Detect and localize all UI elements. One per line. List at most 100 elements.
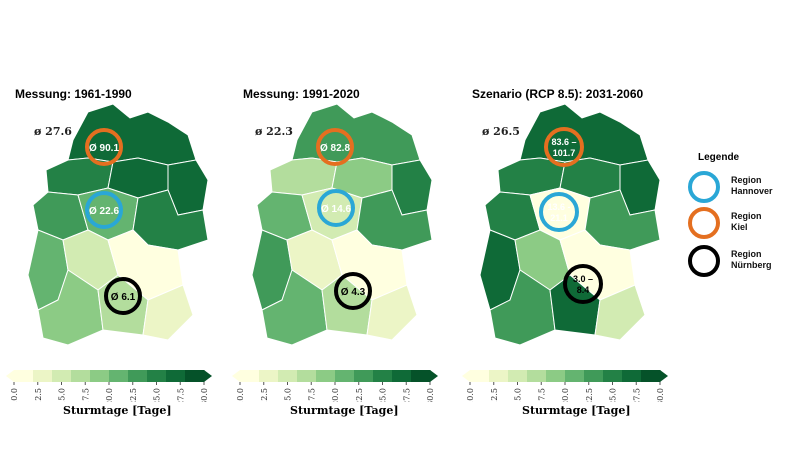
colorbar-title-1961-1990: Sturmtage [Tage]: [63, 404, 172, 417]
colorbar-tick-label: 10.0: [10, 388, 19, 402]
legend-nuernberg-label: Region Nürnberg: [731, 249, 789, 271]
region-kiel-value: Ø 90.1: [89, 143, 119, 154]
region-hannover-circle: [539, 192, 579, 232]
region-hannover-value-line2: 21.1: [550, 213, 568, 223]
region-far-southeast: [366, 284, 418, 341]
colorbar-segment: [335, 370, 355, 382]
region-hannover-value: Ø 22.6: [89, 206, 119, 217]
legend-kiel-label-line2: Kiel: [731, 222, 748, 232]
colorbar-segment: [33, 370, 53, 382]
region-kiel-value: Ø 82.8: [320, 143, 350, 154]
colorbar-tick-label: 15.0: [514, 388, 523, 402]
colorbar-segment: [52, 370, 72, 382]
region-hannover-value: Ø 14.6: [321, 204, 351, 215]
average-1961-1990: ø 27.6: [34, 125, 72, 138]
colorbar-tick-label: 15.0: [58, 388, 67, 402]
colorbar-segment: [546, 370, 566, 382]
region-nuernberg-circle: [334, 272, 372, 310]
colorbar-segment: [109, 370, 129, 382]
colorbar-tick-label: 17.5: [537, 388, 546, 402]
colorbar-segment: [128, 370, 148, 382]
colorbar-tick-label: 12.5: [490, 388, 499, 402]
colorbar-tick-label: 22.5: [355, 388, 364, 402]
colorbar-tick-label: 15.0: [284, 388, 293, 402]
region-kiel-circle: [316, 128, 354, 166]
colorbar-tick-label: 30.0: [426, 388, 435, 402]
colorbar-tick-label: 17.5: [81, 388, 90, 402]
colorbar-tick-label: 20.0: [561, 388, 570, 402]
region-nuernberg-value: Ø 6.1: [111, 292, 136, 303]
region-nuernberg-value-line2: 8.4: [577, 285, 590, 295]
region-kiel-value-line1: 83.6 –: [551, 137, 576, 147]
colorbar-segment: [259, 370, 279, 382]
colorbar-tick-label: 20.0: [105, 388, 114, 402]
colorbar-segment: [565, 370, 585, 382]
colorbar-tick-label: 12.5: [260, 388, 269, 402]
colorbar-segment: [584, 370, 604, 382]
colorbar-segment: [641, 370, 661, 382]
colorbar-segment: [14, 370, 34, 382]
panel-title-1961-1990: Messung: 1961-1990: [15, 87, 132, 101]
legend-title: Legende: [698, 152, 740, 163]
colorbar-segment: [297, 370, 317, 382]
legend-hannover-label-line1: Region: [731, 175, 762, 185]
colorbar-segment: [185, 370, 205, 382]
colorbar-segment: [316, 370, 336, 382]
region-kiel-circle: [544, 127, 584, 167]
germany-map-1991-2020: Ø 82.8 Ø 14.6 Ø 4.3: [251, 103, 433, 346]
colorbar-segment: [166, 370, 186, 382]
colorbar-segment: [147, 370, 167, 382]
colorbar-arrow-low: [6, 370, 14, 382]
colorbar-tick-label: 27.5: [176, 388, 185, 402]
colorbar-segment: [603, 370, 623, 382]
region-hannover-value-line1: 13.6 -: [547, 202, 570, 212]
legend-hannover-label-line2: Hannover: [731, 186, 773, 196]
panel-title-2031-2060: Szenario (RCP 8.5): 2031-2060: [472, 87, 644, 101]
colorbar-segment: [527, 370, 547, 382]
region-north-coast: [291, 103, 421, 166]
colorbar-segment: [508, 370, 528, 382]
region-north-coast: [519, 103, 649, 166]
colorbar-segment: [373, 370, 393, 382]
colorbar-title-1991-2020: Sturmtage [Tage]: [290, 404, 399, 417]
colorbar-tick-label: 20.0: [331, 388, 340, 402]
colorbar-tick-label: 25.0: [153, 388, 162, 402]
legend-nuernberg-circle: [688, 245, 720, 277]
colorbar-arrow-low: [462, 370, 470, 382]
colorbar-tick-label: 10.0: [466, 388, 475, 402]
colorbar-arrow-high: [204, 370, 212, 382]
colorbar-segment: [71, 370, 91, 382]
colorbar-title-2031-2060: Sturmtage [Tage]: [522, 404, 631, 417]
colorbar-1961-1990: 10.0 12.5 15.0 17.5 20.0 22.5 25.0 27.5 30.0: [6, 370, 212, 402]
average-1991-2020: ø 22.3: [255, 125, 293, 138]
colorbar-tick-label: 27.5: [632, 388, 641, 402]
region-kiel-circle: [85, 128, 123, 166]
colorbar-segment: [90, 370, 110, 382]
colorbar-segment: [411, 370, 431, 382]
colorbar-segment: [278, 370, 298, 382]
colorbar-arrow-low: [232, 370, 240, 382]
region-nuernberg-circle: [104, 277, 142, 315]
region-kiel-value-line2: 101.7: [553, 148, 576, 158]
region-far-southeast: [142, 284, 194, 341]
colorbar-tick-label: 25.0: [379, 388, 388, 402]
average-2031-2060: ø 26.5: [482, 125, 520, 138]
legend-hannover-circle: [688, 171, 720, 203]
colorbar-tick-label: 12.5: [34, 388, 43, 402]
colorbar-2031-2060: 10.0 12.5 15.0 17.5 20.0 22.5 25.0 27.5 30.0: [462, 370, 668, 402]
legend-nuernberg-label-line2: Nürnberg: [731, 260, 772, 270]
panel-title-1991-2020: Messung: 1991-2020: [243, 87, 360, 101]
region-nuernberg-value-line1: 3.0 –: [573, 274, 593, 284]
colorbar-tick-label: 30.0: [200, 388, 209, 402]
legend-kiel-label-line1: Region: [731, 211, 762, 221]
region-nuernberg-value: Ø 4.3: [341, 287, 366, 298]
region-far-southeast: [594, 284, 646, 341]
region-hannover-circle: [85, 191, 123, 229]
colorbar-tick-label: 30.0: [656, 388, 665, 402]
colorbar-segment: [622, 370, 642, 382]
legend-kiel-label: Region Kiel: [731, 211, 789, 233]
region-hannover-circle: [317, 189, 355, 227]
colorbar-segment: [489, 370, 509, 382]
legend-hannover-label: Region Hannover: [731, 175, 789, 197]
colorbar-segment: [392, 370, 412, 382]
